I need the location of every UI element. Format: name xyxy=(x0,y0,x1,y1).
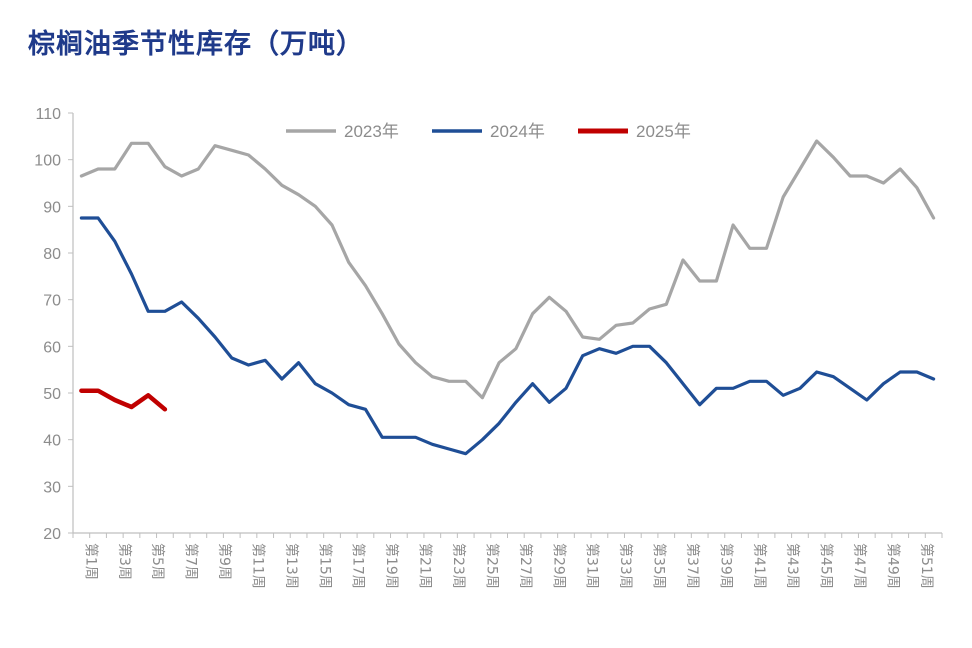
x-tick-label: 第27周 xyxy=(517,543,534,589)
series-lines xyxy=(79,139,936,456)
y-tick-label: 60 xyxy=(43,339,61,356)
x-tick-label: 第19周 xyxy=(383,543,400,589)
x-tick-label: 第13周 xyxy=(283,543,300,589)
x-tick-label: 第45周 xyxy=(818,543,835,589)
x-tick-label: 第43周 xyxy=(784,543,801,589)
x-tick-label: 第33周 xyxy=(617,543,634,589)
legend-label-2: 2024年 xyxy=(490,122,545,141)
x-tick-label: 第35周 xyxy=(651,543,668,589)
x-tick-label: 第5周 xyxy=(149,543,166,580)
x-tick-label: 第41周 xyxy=(751,543,768,589)
x-tick-label: 第29周 xyxy=(550,543,567,589)
x-tick-label: 第47周 xyxy=(851,543,868,589)
y-tick-label: 90 xyxy=(43,199,61,216)
x-tick-label: 第39周 xyxy=(717,543,734,589)
y-tick-label: 50 xyxy=(43,386,61,403)
x-tick-label: 第49周 xyxy=(885,543,902,589)
y-axis-ticks: 20 30 40 50 60 70 80 90 100 110 xyxy=(34,106,73,543)
x-tick-label: 第25周 xyxy=(483,543,500,589)
y-tick-label: 30 xyxy=(43,479,61,496)
legend: 2023年 2024年 2025年 xyxy=(286,122,691,141)
chart-title: 棕榈油季节性库存（万吨） xyxy=(28,29,364,60)
x-axis-ticks: 第1周 第3周 第5周 第7周 第9周 第11周 第13周 第15周 第17周 第19周 第21周第… xyxy=(72,533,943,589)
x-tick-label: 第17周 xyxy=(350,543,367,589)
y-tick-label: 20 xyxy=(43,526,61,543)
x-tick-label: 第21周 xyxy=(417,543,434,589)
x-tick-label: 第3周 xyxy=(116,543,133,580)
legend-label-1: 2023年 xyxy=(344,122,399,141)
x-tick-label: 第9周 xyxy=(216,543,233,580)
x-tick-label: 第31周 xyxy=(584,543,601,589)
x-tick-label: 第23周 xyxy=(450,543,467,589)
y-tick-label: 40 xyxy=(43,433,61,450)
series-line-3 xyxy=(79,388,168,412)
series-line-1 xyxy=(79,139,936,400)
legend-label-3: 2025年 xyxy=(636,122,691,141)
x-tick-label: 第51周 xyxy=(918,543,935,589)
y-tick-label: 80 xyxy=(43,246,61,263)
x-tick-label: 第37周 xyxy=(684,543,701,589)
series-line-2 xyxy=(79,216,936,456)
x-tick-label: 第11周 xyxy=(249,543,266,589)
y-tick-label: 110 xyxy=(35,106,61,123)
x-tick-label: 第15周 xyxy=(316,543,333,589)
x-tick-label: 第7周 xyxy=(183,543,200,580)
y-tick-label: 100 xyxy=(34,153,61,170)
y-tick-label: 70 xyxy=(43,293,61,310)
x-tick-label: 第1周 xyxy=(82,543,99,580)
